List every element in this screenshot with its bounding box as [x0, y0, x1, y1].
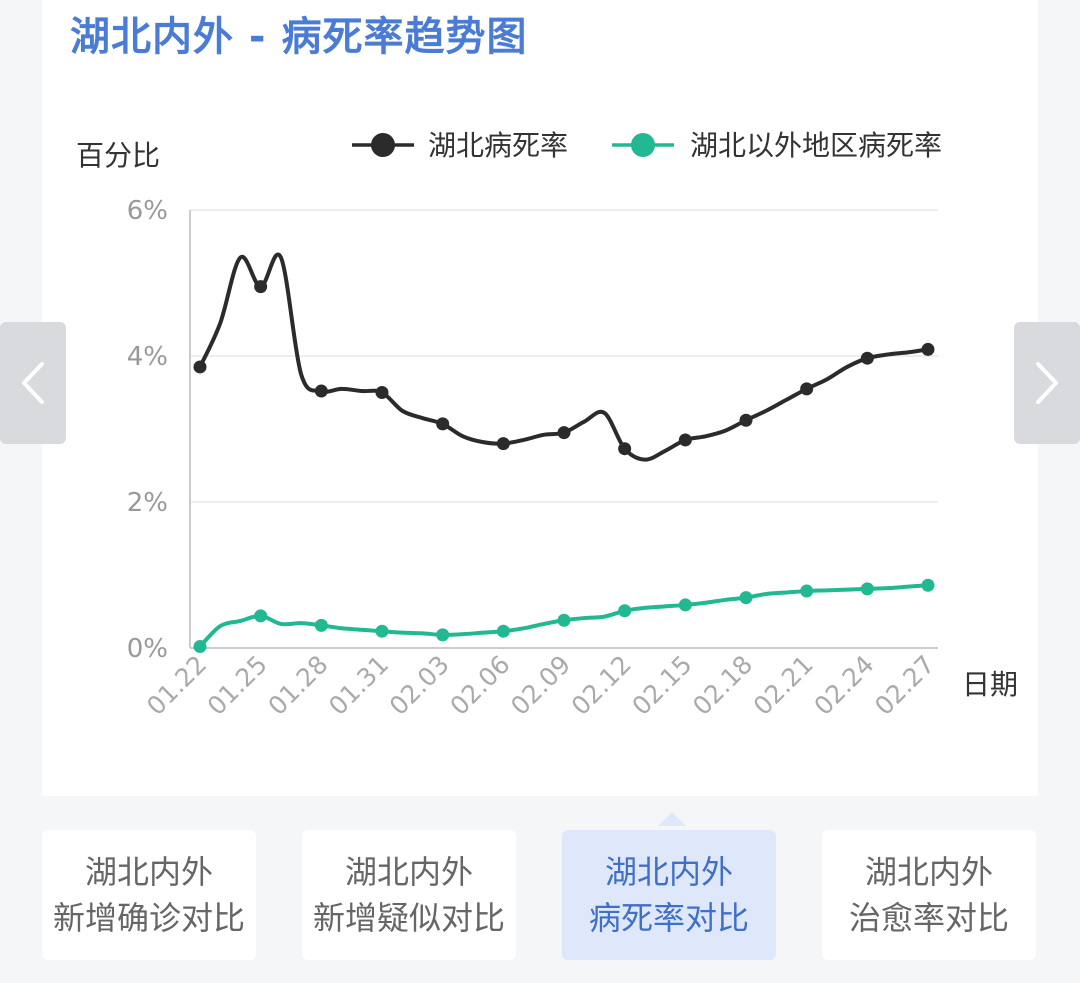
data-point	[375, 624, 389, 638]
data-point	[800, 382, 814, 396]
tab-label-line1: 湖北内外	[344, 853, 473, 891]
legend-item-hubei: 湖北病死率	[352, 129, 568, 162]
data-point	[375, 386, 389, 399]
data-point	[314, 618, 328, 632]
next-chart-button[interactable]	[1014, 322, 1080, 444]
x-tick-label: 02.21	[748, 650, 819, 721]
data-point	[557, 426, 571, 440]
tab-label-line1: 湖北内外	[84, 853, 213, 891]
y-tick-label: 0%	[127, 634, 168, 664]
data-point	[436, 417, 450, 431]
line-chart: 0%2%4%6%01.2201.2501.2801.3102.0302.0602…	[76, 129, 1018, 721]
data-point	[254, 280, 268, 294]
data-point	[436, 628, 450, 642]
legend-marker-icon	[631, 133, 655, 157]
data-point	[921, 342, 935, 356]
data-point	[193, 640, 207, 654]
data-point	[860, 582, 874, 596]
series-hubei	[193, 252, 935, 462]
tab-label-line2: 新增确诊对比	[52, 899, 245, 937]
x-tick-label: 01.31	[323, 650, 394, 721]
data-point	[254, 609, 268, 623]
data-point	[557, 613, 571, 627]
y-tick-label: 4%	[127, 342, 168, 372]
tab-new-confirmed[interactable]: 湖北内外 新增确诊对比	[42, 830, 256, 960]
tab-label-line1: 湖北内外	[604, 853, 733, 891]
data-point	[860, 351, 874, 365]
y-axis-title: 百分比	[76, 139, 160, 172]
chevron-right-icon	[1036, 362, 1058, 404]
active-tab-caret	[658, 812, 686, 826]
x-tick-label: 01.25	[202, 650, 273, 721]
x-tick-label: 02.12	[566, 650, 637, 721]
data-point	[678, 598, 692, 612]
legend-item-outside-hubei: 湖北以外地区病死率	[612, 129, 942, 162]
data-point	[739, 413, 753, 427]
legend-label: 湖北病死率	[428, 129, 568, 162]
data-point	[496, 624, 510, 638]
data-point	[800, 584, 814, 598]
chevron-left-icon	[22, 362, 44, 404]
tab-fatality-rate[interactable]: 湖北内外 病死率对比	[562, 830, 776, 960]
data-point	[618, 442, 632, 456]
data-point	[739, 591, 753, 605]
data-point	[618, 604, 632, 618]
legend-label: 湖北以外地区病死率	[690, 129, 942, 162]
data-point	[193, 360, 207, 374]
tab-new-suspected[interactable]: 湖北内外 新增疑似对比	[302, 830, 516, 960]
tab-label-line2: 病死率对比	[588, 899, 749, 937]
data-point	[678, 433, 692, 447]
y-tick-label: 6%	[127, 196, 168, 226]
y-tick-label: 2%	[127, 488, 168, 518]
chart-tabs: 湖北内外 新增确诊对比 湖北内外 新增疑似对比 湖北内外 病死率对比 湖北内外 …	[0, 812, 1080, 966]
x-tick-label: 02.24	[808, 650, 879, 721]
page-title: 湖北内外 - 病死率趋势图	[70, 14, 528, 60]
data-point	[496, 437, 510, 451]
tab-label-line2: 治愈率对比	[848, 899, 1009, 937]
tab-recovery-rate[interactable]: 湖北内外 治愈率对比	[822, 830, 1036, 960]
data-point	[314, 384, 328, 398]
x-tick-label: 02.06	[444, 650, 515, 721]
x-tick-label: 02.18	[687, 650, 758, 721]
prev-chart-button[interactable]	[0, 322, 66, 444]
x-tick-label: 02.15	[626, 650, 697, 721]
tab-label-line1: 湖北内外	[864, 853, 993, 891]
x-tick-label: 02.27	[869, 650, 940, 721]
data-point	[921, 578, 935, 592]
x-tick-label: 02.09	[505, 650, 576, 721]
x-axis-title: 日期	[962, 668, 1018, 701]
legend-marker-icon	[371, 133, 395, 157]
x-tick-label: 01.28	[262, 650, 333, 721]
x-tick-label: 02.03	[384, 650, 455, 721]
chart-card	[42, 0, 1038, 796]
tab-label-line2: 新增疑似对比	[312, 899, 505, 937]
series-outside-hubei	[193, 578, 935, 654]
